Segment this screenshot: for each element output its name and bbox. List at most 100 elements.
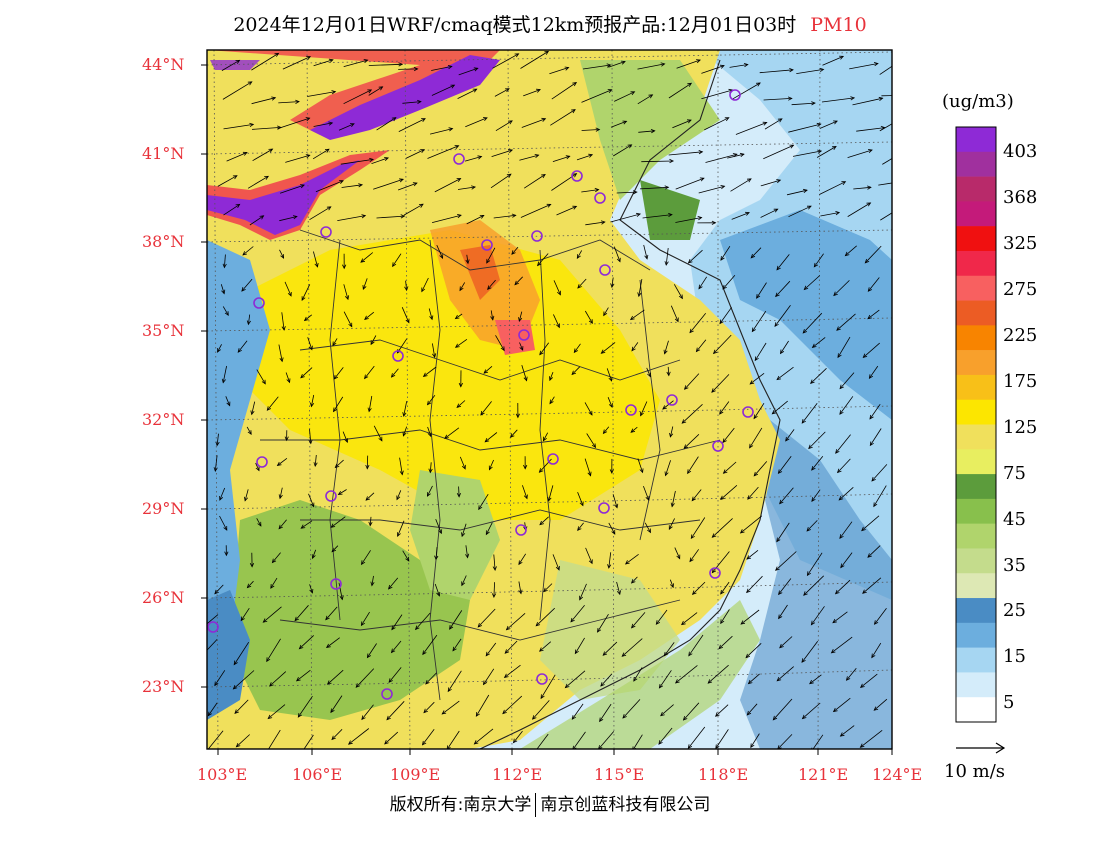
province-boundaries — [260, 229, 721, 701]
wind-arrow — [466, 254, 469, 264]
wind-arrow-head — [746, 178, 752, 183]
wind-arrow-head — [816, 122, 822, 127]
wind-arrow-head — [588, 319, 593, 324]
wind-arrow — [397, 182, 418, 191]
wind-arrow — [309, 206, 332, 221]
wind-arrow-head — [423, 708, 428, 714]
wind-arrow-head — [564, 683, 570, 689]
wind-arrow — [869, 428, 882, 446]
wind-arrow-head — [594, 187, 600, 193]
wind-vectors — [207, 50, 901, 749]
wind-arrow — [270, 577, 278, 589]
wind-arrow-head — [776, 375, 782, 381]
wind-arrow — [756, 282, 767, 299]
wind-arrow-head — [809, 679, 814, 685]
wind-arrow-head — [720, 589, 725, 595]
wind-arrow — [577, 278, 587, 289]
wind-arrow-head — [292, 215, 298, 220]
wind-arrow — [792, 150, 822, 157]
wind-arrow-head — [897, 153, 901, 156]
wind-arrow — [384, 731, 399, 745]
wind-arrow — [846, 667, 857, 681]
wind-arrow-head — [645, 495, 650, 501]
wind-arrow-head — [803, 285, 809, 291]
wind-arrow — [367, 643, 377, 658]
wind-arrow-head — [473, 740, 479, 745]
wind-arrow — [802, 702, 821, 719]
wind-arrow — [237, 340, 248, 353]
wind-arrow — [669, 579, 674, 588]
wind-arrow-head — [221, 378, 226, 384]
wind-arrow-head — [485, 651, 490, 657]
wind-arrow — [540, 674, 556, 699]
lat-label-38: 38°N — [142, 232, 185, 251]
wind-arrow — [667, 366, 670, 376]
wind-arrow — [341, 184, 363, 188]
wind-arrow-head — [873, 706, 879, 711]
wind-arrow — [748, 673, 760, 684]
wind-arrow — [847, 149, 873, 158]
wind-arrow — [869, 365, 879, 379]
wind-arrow-head — [600, 682, 605, 687]
wind-arrow — [519, 342, 524, 351]
legend-swatch — [956, 127, 996, 153]
wind-arrow-head — [276, 461, 282, 467]
wind-arrow — [778, 578, 792, 595]
wind-arrow-head — [587, 471, 592, 477]
wind-arrow-head — [712, 349, 718, 355]
wind-arrow-head — [488, 465, 493, 471]
lon-label-124: 124°E — [872, 765, 923, 784]
wind-arrow — [342, 431, 348, 443]
wind-arrow-head — [813, 262, 818, 268]
wind-arrow-head — [281, 326, 286, 331]
wind-arrow — [599, 703, 612, 722]
wind-arrow — [267, 704, 286, 719]
wind-arrow — [465, 117, 488, 128]
wind-arrow-head — [242, 151, 248, 156]
wind-arrow — [313, 122, 333, 127]
wind-arrow — [427, 426, 432, 437]
wind-arrow-head — [746, 555, 752, 560]
wind-arrow — [631, 576, 638, 584]
wind-arrow-head — [871, 653, 876, 659]
wind-arrow — [835, 579, 851, 594]
wind-arrow — [860, 729, 883, 748]
wind-arrow — [745, 643, 762, 658]
city-marker-15 — [712, 440, 724, 452]
wind-arrow-head — [711, 568, 717, 574]
city-marker-8 — [599, 264, 611, 276]
wind-arrow-head — [836, 326, 841, 331]
wind-arrow-head — [647, 372, 651, 378]
wind-arrow-head — [719, 64, 725, 69]
wind-arrow — [731, 212, 750, 220]
wind-arrow-head — [361, 560, 366, 566]
wind-arrow-head — [461, 581, 466, 587]
wind-arrow — [435, 518, 442, 534]
wind-arrow-head — [447, 687, 452, 693]
wind-arrow-head — [546, 203, 552, 208]
wind-arrow — [691, 489, 702, 501]
wind-arrow-head — [384, 157, 389, 161]
legend-swatch — [956, 622, 996, 648]
pollutant-label: PM10 — [810, 14, 867, 36]
wind-arrow-head — [339, 595, 344, 601]
wind-arrow — [513, 730, 523, 743]
wind-arrow — [326, 637, 340, 648]
wind-arrow-head — [298, 644, 304, 650]
wind-arrow-head — [747, 679, 753, 685]
wind-arrow-head — [834, 589, 840, 595]
wind-arrow — [675, 217, 702, 223]
wind-arrow-head — [492, 566, 497, 572]
wind-arrow-head — [280, 254, 285, 259]
wind-arrow-head — [785, 436, 790, 442]
wind-arrow-head — [308, 345, 313, 351]
wind-arrow-head — [630, 428, 636, 433]
wind-arrow-head — [878, 96, 884, 102]
city-marker-13 — [625, 404, 637, 416]
wind-arrow-head — [835, 449, 840, 454]
wind-arrow-head — [456, 178, 462, 182]
wind-arrow — [207, 702, 218, 716]
wind-arrow — [749, 427, 763, 449]
wind-arrow-head — [614, 503, 619, 509]
wind-arrow — [729, 64, 748, 68]
